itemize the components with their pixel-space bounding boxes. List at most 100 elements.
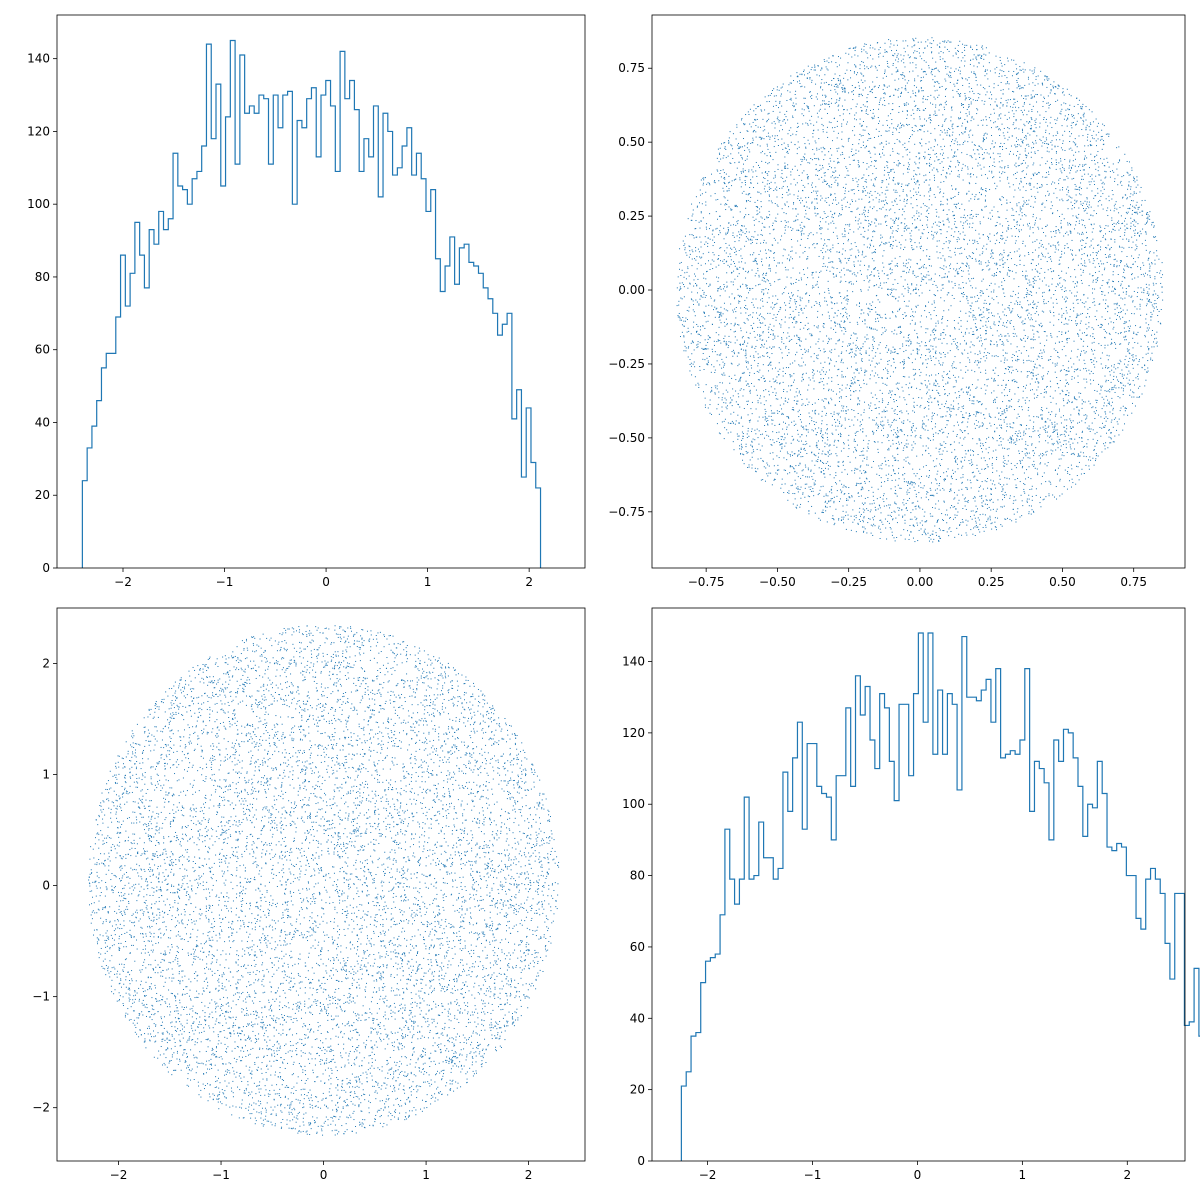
scatter-point — [1032, 369, 1034, 371]
scatter-point — [1019, 303, 1021, 305]
scatter-point — [751, 236, 753, 238]
scatter-point — [1050, 333, 1052, 335]
scatter-point — [780, 435, 782, 437]
scatter-point — [1051, 336, 1053, 338]
scatter-point — [940, 357, 942, 359]
scatter-point — [923, 428, 925, 430]
scatter-point — [981, 497, 983, 499]
scatter-point — [1127, 364, 1129, 366]
scatter-point — [766, 340, 768, 342]
scatter-point — [1054, 371, 1056, 373]
scatter-point — [1120, 262, 1122, 264]
scatter-point — [737, 324, 739, 326]
scatter-point — [1009, 309, 1011, 311]
scatter-point — [959, 362, 961, 364]
scatter-point — [935, 106, 937, 108]
scatter-point — [967, 433, 969, 435]
scatter-point — [702, 253, 704, 255]
scatter-point — [805, 147, 807, 149]
scatter-point — [1148, 327, 1150, 329]
scatter-point — [859, 515, 861, 517]
scatter-point — [949, 416, 951, 418]
scatter-point — [811, 274, 813, 276]
scatter-point — [961, 488, 963, 490]
scatter-point — [935, 350, 937, 352]
scatter-point — [830, 297, 832, 299]
scatter-point — [985, 188, 987, 190]
scatter-point — [948, 226, 950, 228]
scatter-point — [1064, 287, 1066, 289]
scatter-point — [989, 233, 991, 235]
scatter-point — [931, 204, 933, 206]
scatter-point — [1062, 166, 1064, 168]
scatter-point — [1125, 408, 1127, 410]
scatter-point — [851, 248, 853, 250]
scatter-point — [945, 88, 947, 90]
scatter-point — [971, 384, 973, 386]
scatter-point — [843, 405, 845, 407]
scatter-point — [824, 350, 826, 352]
scatter-point — [863, 256, 865, 258]
scatter-point — [823, 327, 825, 329]
scatter-point — [753, 306, 755, 308]
scatter-point — [1055, 248, 1057, 250]
scatter-point — [830, 222, 832, 224]
scatter-point — [936, 458, 938, 460]
scatter-point — [911, 46, 913, 48]
scatter-point — [867, 446, 869, 448]
scatter-point — [934, 112, 936, 114]
scatter-point — [918, 90, 920, 92]
scatter-point — [913, 130, 915, 132]
scatter-point — [946, 48, 948, 50]
scatter-point — [979, 352, 981, 354]
scatter-point — [918, 89, 920, 91]
scatter-point — [954, 506, 956, 508]
scatter-point — [869, 44, 871, 46]
scatter-point — [918, 167, 920, 169]
scatter-point — [860, 513, 862, 515]
scatter-point — [1076, 120, 1078, 122]
scatter-point — [750, 179, 752, 181]
scatter-point — [1114, 229, 1116, 231]
scatter-point — [1145, 272, 1146, 274]
scatter-point — [946, 374, 948, 376]
scatter-point — [823, 462, 825, 464]
scatter-point — [1067, 199, 1069, 201]
scatter-point — [860, 135, 862, 137]
scatter-point — [905, 384, 907, 386]
scatter-point — [1002, 438, 1004, 440]
scatter-point — [1009, 389, 1011, 391]
scatter-point — [884, 100, 886, 102]
scatter-point — [968, 265, 970, 267]
scatter-point — [810, 335, 812, 337]
scatter-point — [914, 358, 916, 360]
scatter-point — [763, 396, 765, 398]
scatter-point — [917, 351, 919, 353]
scatter-point — [979, 327, 981, 329]
scatter-point — [889, 95, 891, 97]
scatter-point — [1026, 292, 1028, 294]
scatter-point — [893, 510, 895, 512]
scatter-point — [1106, 157, 1108, 159]
scatter-point — [931, 74, 933, 76]
scatter-point — [758, 276, 760, 278]
scatter-point — [772, 458, 774, 460]
scatter-point — [798, 146, 800, 148]
scatter-point — [1112, 388, 1114, 390]
scatter-point — [716, 408, 718, 410]
scatter-point — [898, 58, 900, 60]
scatter-point — [1150, 311, 1152, 313]
scatter-point — [981, 495, 982, 497]
scatter-point — [744, 299, 746, 301]
scatter-point — [783, 388, 785, 390]
scatter-point — [840, 260, 842, 262]
scatter-point — [1060, 449, 1062, 451]
scatter-point — [966, 120, 968, 122]
scatter-point — [805, 372, 807, 374]
scatter-point — [1003, 421, 1005, 423]
scatter-point — [860, 482, 862, 484]
scatter-point — [775, 220, 777, 222]
scatter-point — [777, 168, 779, 170]
scatter-point — [952, 156, 954, 158]
scatter-point — [1028, 222, 1030, 224]
